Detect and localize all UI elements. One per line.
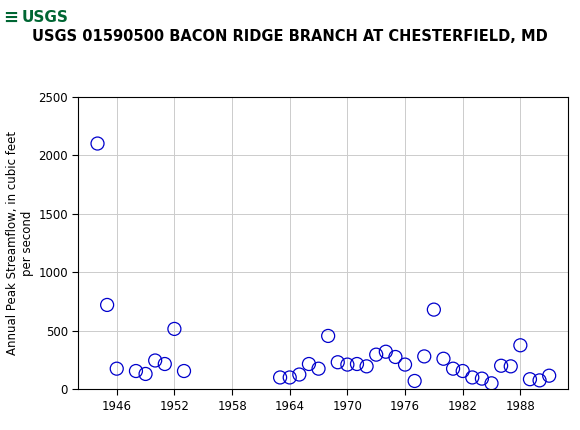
Point xyxy=(525,376,535,383)
Point xyxy=(295,371,304,378)
Point xyxy=(400,361,409,368)
Bar xyxy=(2,3,68,33)
Y-axis label: Annual Peak Streamflow, in cubic feet
per second: Annual Peak Streamflow, in cubic feet pe… xyxy=(6,131,34,355)
Point xyxy=(439,355,448,362)
Point xyxy=(419,353,429,360)
Point xyxy=(381,348,390,355)
Point xyxy=(487,380,496,387)
Point xyxy=(304,361,314,368)
Point xyxy=(179,368,188,375)
Point xyxy=(276,374,285,381)
Text: USGS 01590500 BACON RIDGE BRANCH AT CHESTERFIELD, MD: USGS 01590500 BACON RIDGE BRANCH AT CHES… xyxy=(32,29,548,44)
Point xyxy=(506,363,516,370)
Point xyxy=(458,368,467,375)
Point xyxy=(112,365,121,372)
Point xyxy=(285,374,295,381)
Point xyxy=(535,377,544,384)
Point xyxy=(429,306,438,313)
Point xyxy=(131,368,140,375)
Point xyxy=(103,301,112,308)
Point xyxy=(151,357,160,364)
Point xyxy=(141,371,150,378)
Point xyxy=(362,363,371,370)
Point xyxy=(467,374,477,381)
Point xyxy=(516,342,525,349)
Point xyxy=(545,372,554,379)
Point xyxy=(477,375,487,382)
Point xyxy=(410,378,419,384)
Point xyxy=(324,332,333,339)
Point xyxy=(314,365,323,372)
Point xyxy=(93,140,102,147)
Point xyxy=(170,326,179,332)
Text: USGS: USGS xyxy=(22,10,69,25)
Point xyxy=(372,351,381,358)
Point xyxy=(333,359,342,366)
Point xyxy=(496,362,506,369)
Point xyxy=(391,353,400,360)
Point xyxy=(448,365,458,372)
Point xyxy=(352,361,361,368)
Point xyxy=(160,361,169,368)
Text: ≡: ≡ xyxy=(3,9,18,27)
Point xyxy=(343,361,352,368)
